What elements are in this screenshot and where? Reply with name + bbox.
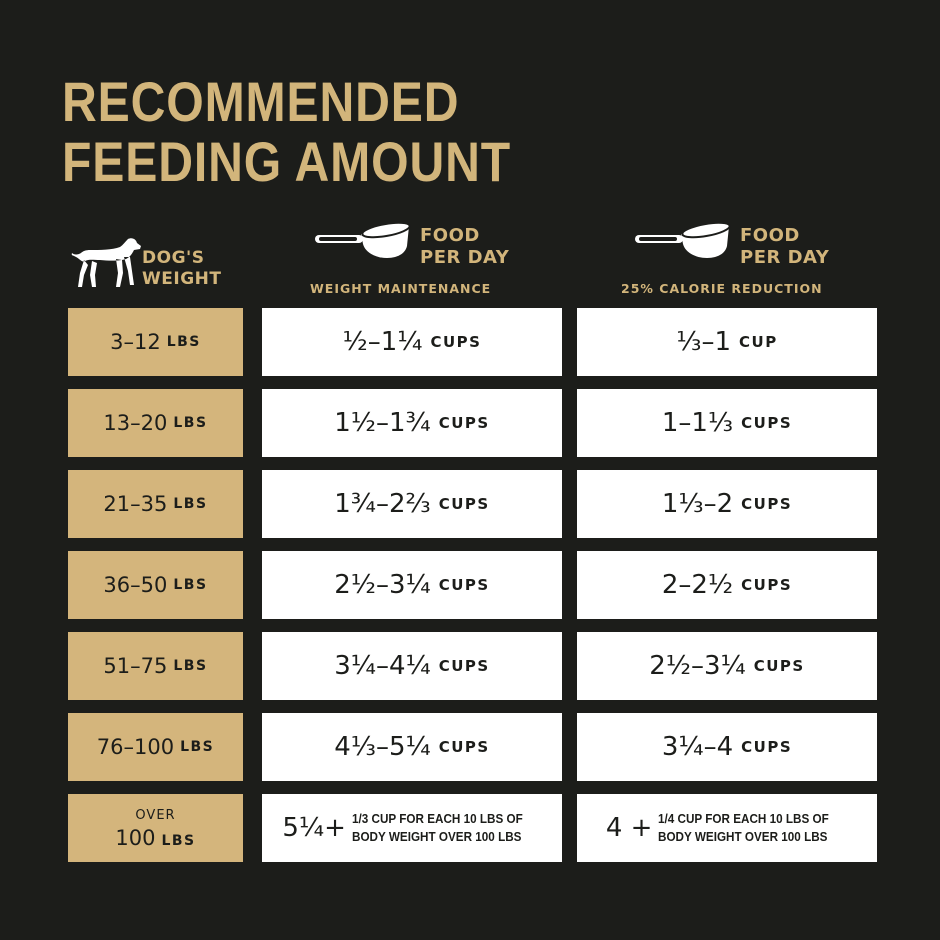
weight-unit: LBS bbox=[161, 832, 196, 849]
maintenance-unit: CUPS bbox=[438, 576, 490, 594]
food-header-line-1: FOOD bbox=[740, 225, 800, 246]
reduction-cell-over-100: 4 + 1/4 CUP FOR EACH 10 LBS OF BODY WEIG… bbox=[577, 794, 877, 862]
maintenance-cell: 1½–1¾ CUPS bbox=[262, 389, 562, 457]
weight-value: 21–35 bbox=[103, 492, 168, 516]
weight-header-line-2: WEIGHT bbox=[142, 269, 222, 289]
reduction-cell: 2–2½ CUPS bbox=[577, 551, 877, 619]
food-header-line-2: PER DAY bbox=[420, 247, 510, 268]
reduction-unit: CUP bbox=[739, 333, 778, 351]
reduction-amount: 1⅓–2 bbox=[661, 489, 734, 519]
maintenance-note: 1/3 CUP FOR EACH 10 LBS OF BODY WEIGHT O… bbox=[352, 810, 523, 846]
reduction-amount: 3¼–4 bbox=[661, 732, 734, 762]
reduction-amount: 2–2½ bbox=[661, 570, 734, 600]
maintenance-note-line-1: 1/3 CUP FOR EACH 10 LBS OF bbox=[351, 811, 523, 826]
weight-over-wrap: OVER 100 LBS bbox=[115, 805, 195, 852]
reduction-note: 1/4 CUP FOR EACH 10 LBS OF BODY WEIGHT O… bbox=[658, 810, 829, 846]
reduction-cell: ⅓–1 CUP bbox=[577, 308, 877, 376]
maintenance-cell: 4⅓–5¼ CUPS bbox=[262, 713, 562, 781]
reduction-unit: CUPS bbox=[741, 576, 793, 594]
reduction-note-line-1: 1/4 CUP FOR EACH 10 LBS OF bbox=[658, 811, 830, 826]
weight-value: 3–12 bbox=[110, 330, 161, 354]
weight-value: 51–75 bbox=[103, 654, 168, 678]
reduction-unit: CUPS bbox=[741, 495, 793, 513]
reduction-cell: 3¼–4 CUPS bbox=[577, 713, 877, 781]
page-title: RECOMMENDED FEEDING AMOUNT bbox=[62, 72, 511, 192]
reduction-amount: ⅓–1 bbox=[676, 327, 732, 357]
maintenance-unit: CUPS bbox=[430, 333, 482, 351]
maintenance-unit: CUPS bbox=[438, 495, 490, 513]
title-line-1: RECOMMENDED bbox=[62, 70, 460, 133]
food-header-line-2: PER DAY bbox=[740, 247, 830, 268]
weight-cell: 3–12 LBS bbox=[68, 308, 243, 376]
reduction-cell: 1⅓–2 CUPS bbox=[577, 470, 877, 538]
maintenance-amount: 1½–1¾ bbox=[334, 408, 431, 438]
weight-cell: 13–20 LBS bbox=[68, 389, 243, 457]
maintenance-unit: CUPS bbox=[438, 657, 490, 675]
reduction-unit: CUPS bbox=[753, 657, 805, 675]
weight-cell: 36–50 LBS bbox=[68, 551, 243, 619]
reduction-unit: CUPS bbox=[741, 738, 793, 756]
weight-cell-over-100: OVER 100 LBS bbox=[68, 794, 243, 862]
weight-maintenance-subheader: WEIGHT MAINTENANCE bbox=[310, 281, 492, 296]
weight-cell: 51–75 LBS bbox=[68, 632, 243, 700]
reduction-unit: CUPS bbox=[741, 414, 793, 432]
weight-unit: LBS bbox=[173, 496, 208, 512]
measuring-cup-icon bbox=[635, 221, 731, 258]
maintenance-amount: 2½–3¼ bbox=[334, 570, 431, 600]
maintenance-amount: 4⅓–5¼ bbox=[334, 732, 431, 762]
weight-unit: LBS bbox=[173, 577, 208, 593]
dog-icon bbox=[71, 238, 141, 287]
reduction-amount: 4 + bbox=[605, 813, 653, 843]
maintenance-unit: CUPS bbox=[438, 414, 490, 432]
food-per-day-header-2: FOOD PER DAY bbox=[740, 225, 829, 269]
reduction-amount: 1–1⅓ bbox=[661, 408, 734, 438]
weight-unit: LBS bbox=[180, 739, 215, 755]
weight-cell: 76–100 LBS bbox=[68, 713, 243, 781]
maintenance-amount: 5¼+ bbox=[282, 813, 346, 843]
calorie-reduction-subheader: 25% CALORIE REDUCTION bbox=[621, 281, 823, 296]
weight-column-header: DOG'S WEIGHT bbox=[142, 248, 221, 290]
maintenance-cell-over-100: 5¼+ 1/3 CUP FOR EACH 10 LBS OF BODY WEIG… bbox=[262, 794, 562, 862]
maintenance-cell: 2½–3¼ CUPS bbox=[262, 551, 562, 619]
maintenance-amount: 1¾–2⅔ bbox=[334, 489, 431, 519]
weight-value: 76–100 bbox=[96, 735, 175, 759]
weight-header-line-1: DOG'S bbox=[142, 248, 205, 268]
measuring-cup-icon bbox=[315, 221, 411, 258]
maintenance-note-line-2: BODY WEIGHT OVER 100 LBS bbox=[351, 829, 522, 844]
reduction-cell: 1–1⅓ CUPS bbox=[577, 389, 877, 457]
maintenance-unit: CUPS bbox=[438, 738, 490, 756]
weight-over-label: OVER bbox=[135, 807, 176, 823]
weight-value: 13–20 bbox=[103, 411, 168, 435]
maintenance-cell: ½–1¼ CUPS bbox=[262, 308, 562, 376]
reduction-note-line-2: BODY WEIGHT OVER 100 LBS bbox=[658, 829, 828, 844]
maintenance-cell: 1¾–2⅔ CUPS bbox=[262, 470, 562, 538]
food-per-day-header-1: FOOD PER DAY bbox=[420, 225, 509, 269]
maintenance-amount: 3¼–4¼ bbox=[334, 651, 431, 681]
weight-value: 100 bbox=[115, 825, 156, 850]
food-header-line-1: FOOD bbox=[420, 225, 480, 246]
reduction-cell: 2½–3¼ CUPS bbox=[577, 632, 877, 700]
weight-unit: LBS bbox=[173, 415, 208, 431]
weight-unit: LBS bbox=[166, 334, 201, 350]
weight-cell: 21–35 LBS bbox=[68, 470, 243, 538]
weight-value: 36–50 bbox=[103, 573, 168, 597]
weight-unit: LBS bbox=[173, 658, 208, 674]
title-line-2: FEEDING AMOUNT bbox=[62, 130, 512, 193]
maintenance-amount: ½–1¼ bbox=[342, 327, 423, 357]
reduction-amount: 2½–3¼ bbox=[649, 651, 746, 681]
maintenance-cell: 3¼–4¼ CUPS bbox=[262, 632, 562, 700]
